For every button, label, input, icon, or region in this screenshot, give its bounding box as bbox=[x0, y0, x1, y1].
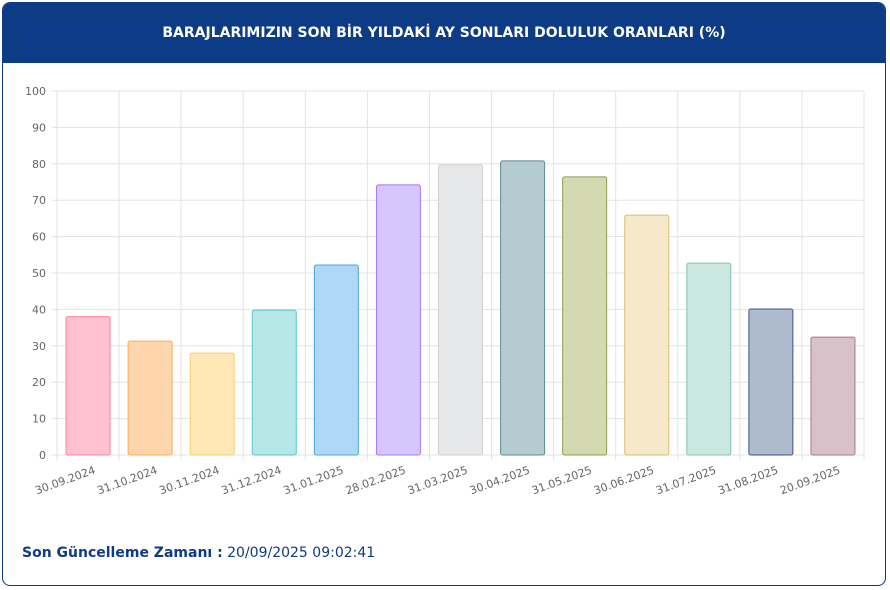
y-tick-label: 40 bbox=[32, 303, 46, 316]
chart-title: BARAJLARIMIZIN SON BİR YILDAKİ AY SONLAR… bbox=[3, 3, 885, 63]
x-tick-label: 31.10.2024 bbox=[96, 464, 160, 498]
y-tick-label: 30 bbox=[32, 340, 46, 353]
bar bbox=[562, 176, 608, 456]
bar bbox=[500, 160, 546, 456]
bar bbox=[127, 340, 173, 456]
x-tick-label: 31.03.2025 bbox=[406, 464, 470, 498]
y-tick-label: 60 bbox=[32, 231, 46, 244]
bar bbox=[438, 164, 483, 456]
bar bbox=[624, 214, 670, 456]
x-tick-label: 31.07.2025 bbox=[654, 464, 718, 498]
footer-value: 20/09/2025 09:02:41 bbox=[227, 545, 376, 561]
bar bbox=[313, 264, 359, 456]
x-tick-label: 30.11.2024 bbox=[158, 464, 222, 498]
y-tick-label: 90 bbox=[32, 121, 46, 134]
x-tick-label: 28.02.2025 bbox=[344, 464, 408, 498]
bar bbox=[810, 336, 856, 456]
bar bbox=[65, 316, 111, 456]
x-tick-label: 31.12.2024 bbox=[220, 464, 284, 498]
x-tick-label: 30.06.2025 bbox=[592, 464, 656, 498]
y-tick-label: 20 bbox=[32, 376, 46, 389]
y-tick-label: 100 bbox=[25, 85, 46, 98]
y-tick-label: 50 bbox=[32, 267, 46, 280]
y-tick-label: 70 bbox=[32, 194, 46, 207]
bar bbox=[748, 308, 794, 456]
x-tick-label: 20.09.2025 bbox=[778, 464, 842, 498]
x-tick-label: 31.08.2025 bbox=[716, 464, 780, 498]
bar bbox=[189, 352, 235, 456]
y-tick-label: 80 bbox=[32, 158, 46, 171]
x-tick-label: 30.04.2025 bbox=[468, 464, 532, 498]
x-tick-label: 31.01.2025 bbox=[282, 464, 346, 498]
bar bbox=[686, 262, 732, 456]
footer: Son Güncelleme Zamanı : 20/09/2025 09:02… bbox=[22, 545, 375, 561]
footer-label: Son Güncelleme Zamanı : bbox=[22, 545, 223, 561]
y-tick-label: 10 bbox=[32, 413, 46, 426]
x-tick-label: 30.09.2024 bbox=[33, 464, 97, 498]
x-tick-label: 31.05.2025 bbox=[530, 464, 594, 498]
bar bbox=[251, 309, 297, 456]
y-tick-label: 0 bbox=[39, 449, 46, 462]
bar bbox=[375, 184, 421, 456]
